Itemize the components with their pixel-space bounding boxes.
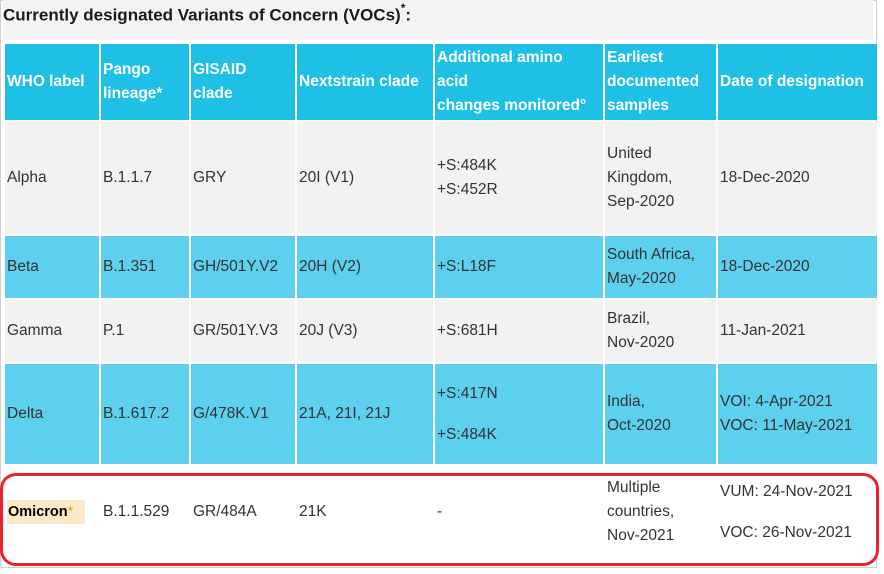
table-caption: Currently designated Variants of Concern… <box>3 0 873 40</box>
table-row-alpha: Alpha B.1.1.7 GRY 20I (V1) +S:484K +S:45… <box>5 122 877 234</box>
header-earliest-samples: Earliest documented samples <box>605 44 716 120</box>
cell-earliest-samples: United Kingdom, Sep-2020 <box>605 122 716 234</box>
cell-gisaid-clade: GR/484A <box>191 466 295 558</box>
caption-suffix: : <box>405 5 412 25</box>
cell-who-label: Gamma <box>5 300 99 362</box>
cell-nextstrain-clade: 20I (V1) <box>297 122 433 234</box>
cell-amino-changes: +S:681H <box>435 300 603 362</box>
cell-amino-changes: +S:484K +S:452R <box>435 122 603 234</box>
cell-who-label: Alpha <box>5 122 99 234</box>
cell-date-of-designation: 18-Dec-2020 <box>718 122 877 234</box>
header-date-of-designation: Date of designation <box>718 44 877 120</box>
cell-pango-lineage: B.1.617.2 <box>101 364 189 464</box>
header-amino-acid-changes: Additional amino acid changes monitored° <box>435 44 603 120</box>
cell-amino-changes: +S:L18F <box>435 236 603 298</box>
header-pango-lineage: Pango lineage* <box>101 44 189 120</box>
cell-gisaid-clade: GRY <box>191 122 295 234</box>
table-row-gamma: Gamma P.1 GR/501Y.V3 20J (V3) +S:681H Br… <box>5 300 877 362</box>
cell-earliest-samples: Brazil, Nov-2020 <box>605 300 716 362</box>
cell-nextstrain-clade: 21A, 21I, 21J <box>297 364 433 464</box>
cell-date-of-designation: VUM: 24-Nov-2021 VOC: 26-Nov-2021 <box>718 466 877 558</box>
cell-gisaid-clade: GH/501Y.V2 <box>191 236 295 298</box>
cell-date-of-designation: 18-Dec-2020 <box>718 236 877 298</box>
cell-nextstrain-clade: 20J (V3) <box>297 300 433 362</box>
omicron-label: Omicron* <box>7 500 86 524</box>
cell-date-of-designation: VOI: 4-Apr-2021 VOC: 11-May-2021 <box>718 364 877 464</box>
cell-amino-changes: - <box>435 466 603 558</box>
table-row-delta: Delta B.1.617.2 G/478K.V1 21A, 21I, 21J … <box>5 364 877 464</box>
cell-amino-changes: +S:417N +S:484K <box>435 364 603 464</box>
cell-pango-lineage: B.1.1.529 <box>101 466 189 558</box>
header-nextstrain-clade: Nextstrain clade <box>297 44 433 120</box>
cell-nextstrain-clade: 21K <box>297 466 433 558</box>
variants-table: WHO label Pango lineage* GISAID clade Next… <box>3 42 879 560</box>
cell-who-label: Omicron* <box>5 466 99 558</box>
cell-earliest-samples: South Africa, May-2020 <box>605 236 716 298</box>
cell-pango-lineage: P.1 <box>101 300 189 362</box>
cell-earliest-samples: Multiple countries, Nov-2021 <box>605 466 716 558</box>
cell-who-label: Delta <box>5 364 99 464</box>
cell-earliest-samples: India, Oct-2020 <box>605 364 716 464</box>
table-row-omicron: Omicron* B.1.1.529 GR/484A 21K - Multipl… <box>5 466 877 558</box>
cell-who-label: Beta <box>5 236 99 298</box>
header-gisaid-clade: GISAID clade <box>191 44 295 120</box>
cell-gisaid-clade: GR/501Y.V3 <box>191 300 295 362</box>
caption-marker: * <box>400 1 406 15</box>
header-who-label: WHO label <box>5 44 99 120</box>
cell-date-of-designation: 11-Jan-2021 <box>718 300 877 362</box>
header-row: WHO label Pango lineage* GISAID clade Next… <box>5 44 877 120</box>
caption-text: Currently designated Variants of Concern… <box>3 5 401 25</box>
table-row-beta: Beta B.1.351 GH/501Y.V2 20H (V2) +S:L18F… <box>5 236 877 298</box>
cell-pango-lineage: B.1.351 <box>101 236 189 298</box>
cell-gisaid-clade: G/478K.V1 <box>191 364 295 464</box>
omicron-marker: * <box>67 504 74 520</box>
cell-nextstrain-clade: 20H (V2) <box>297 236 433 298</box>
cell-pango-lineage: B.1.1.7 <box>101 122 189 234</box>
